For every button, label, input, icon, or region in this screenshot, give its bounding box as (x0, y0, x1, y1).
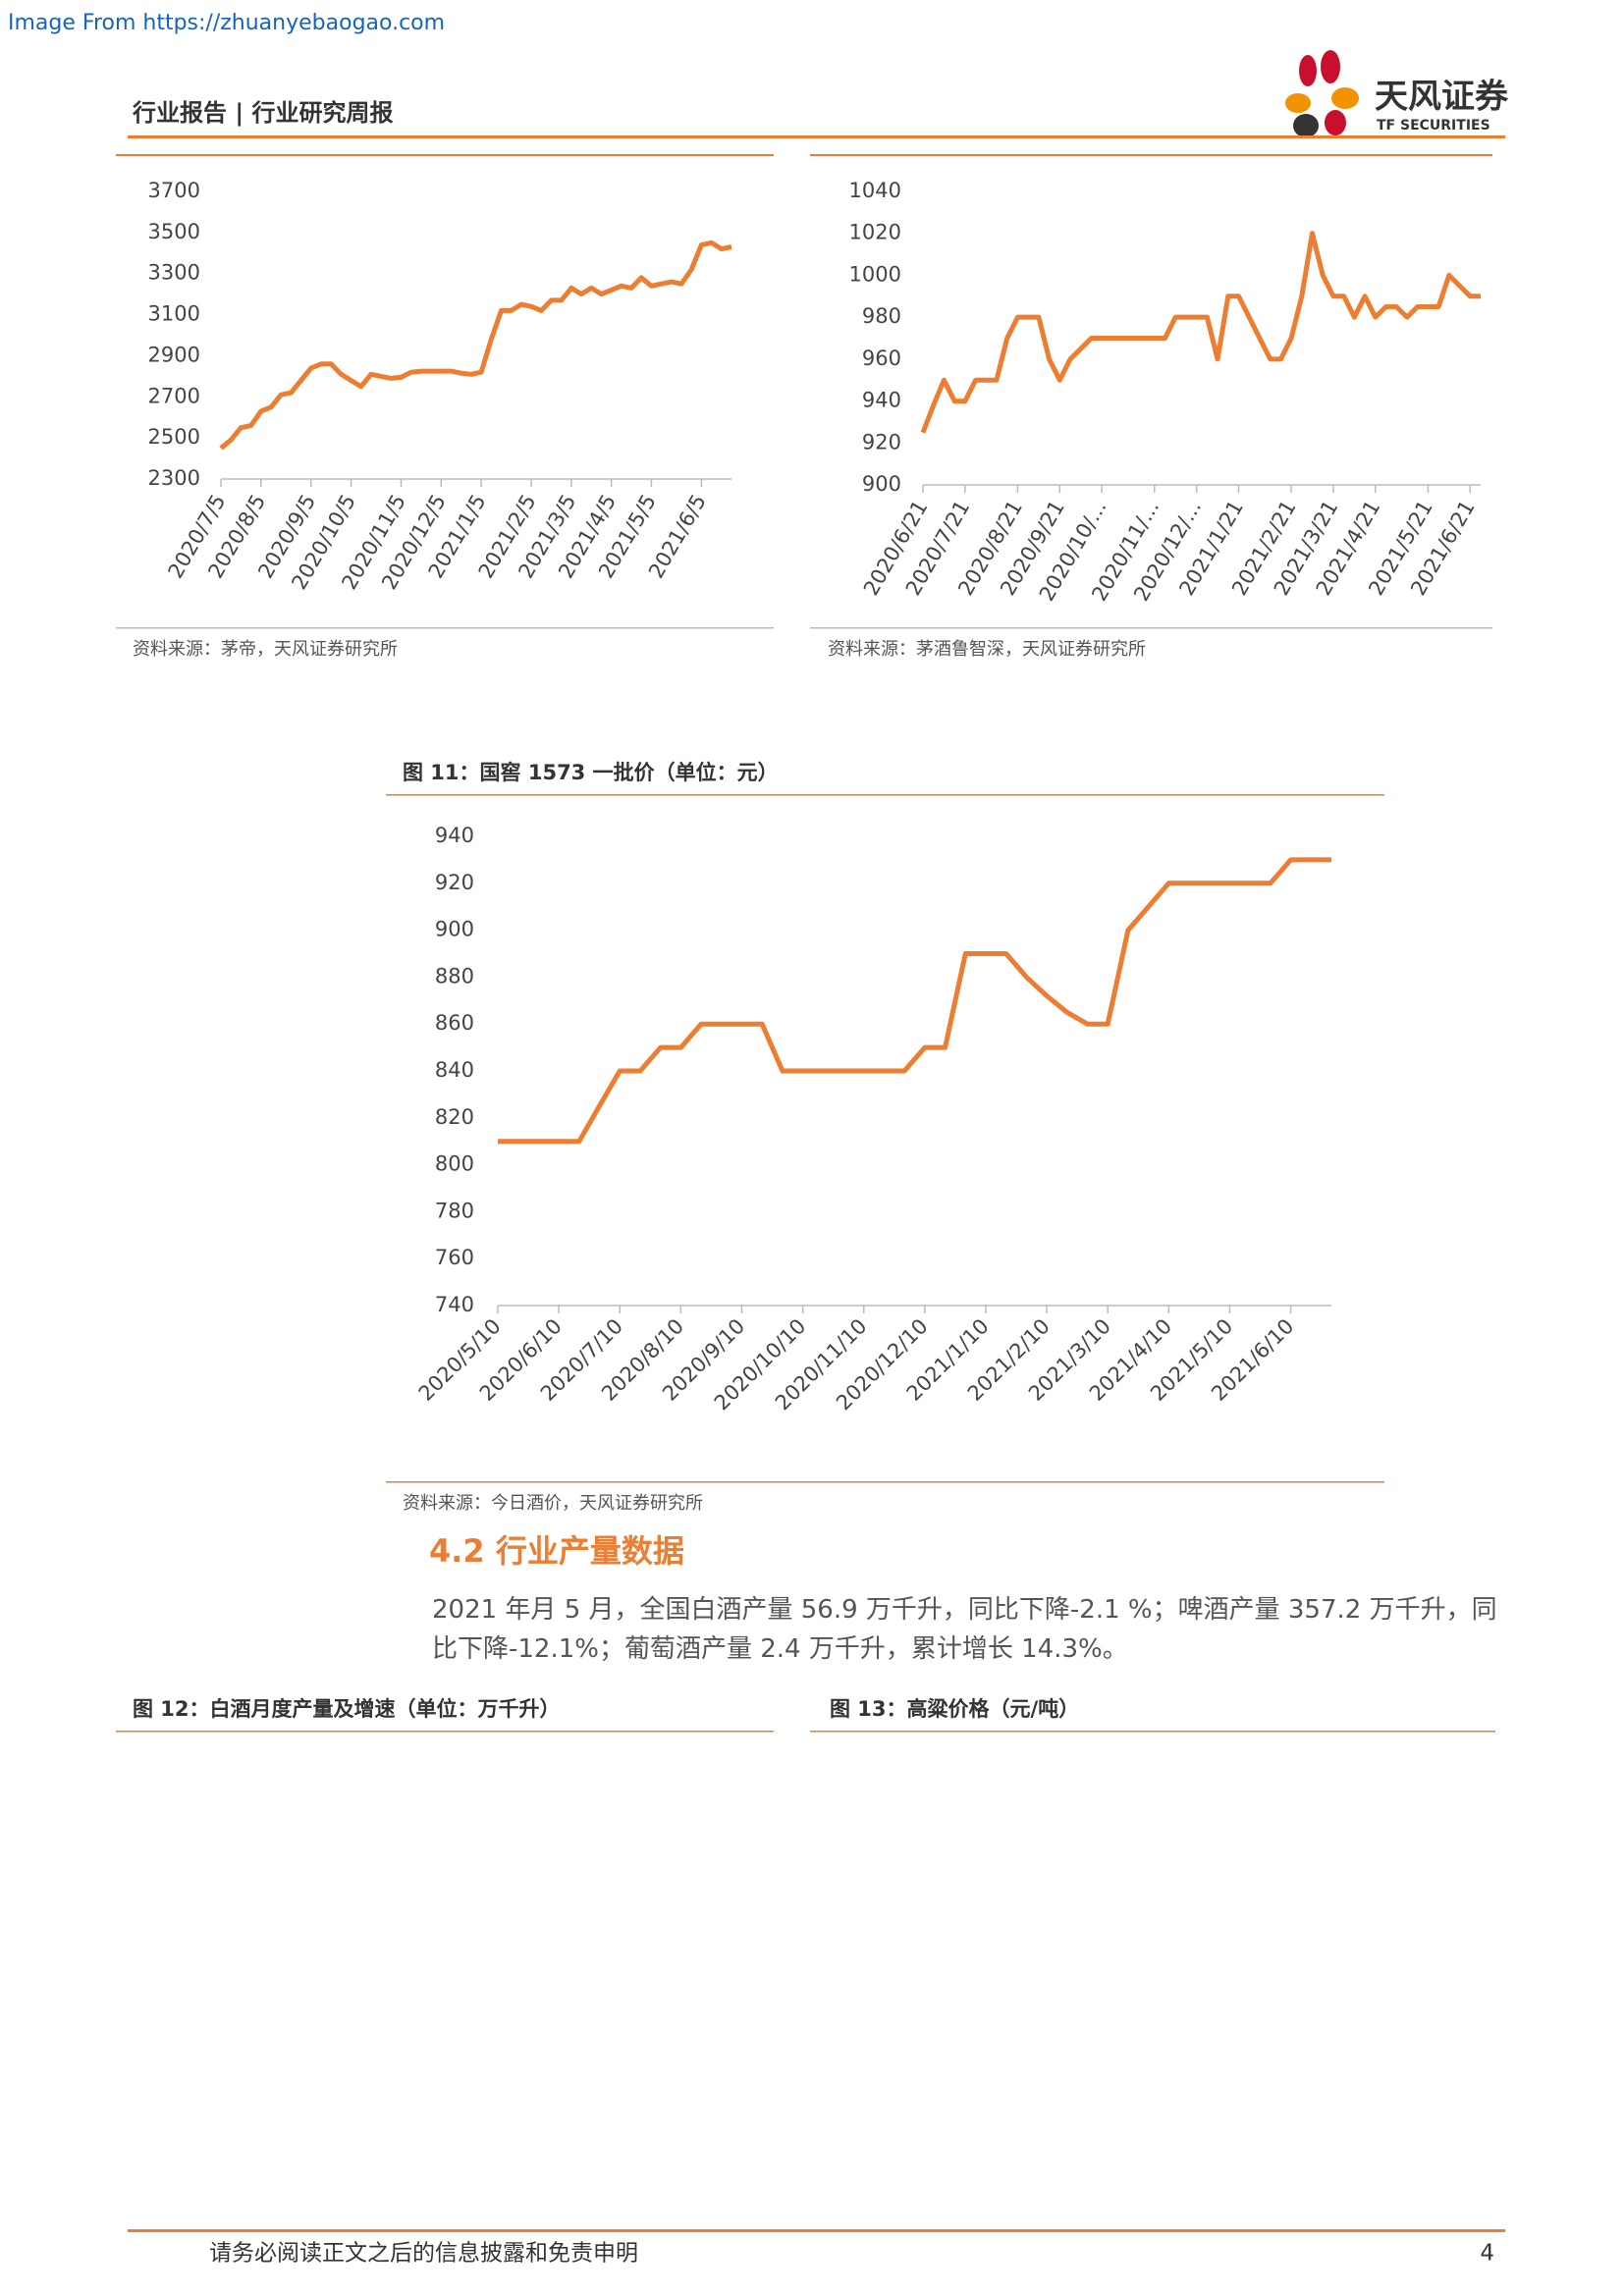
logo-petal (1285, 93, 1311, 113)
logo-name: 天风证券 (1375, 78, 1509, 117)
y-tick-label: 1000 (849, 262, 901, 286)
y-tick-label: 900 (435, 918, 474, 941)
y-tick-label: 920 (862, 430, 901, 454)
y-tick-label: 2900 (148, 343, 200, 366)
panel-rule (810, 154, 1492, 156)
y-tick-label: 2700 (148, 384, 200, 407)
logo-subtitle: TF SECURITIES (1377, 118, 1490, 133)
logo-petal (1299, 55, 1317, 86)
y-tick-label: 900 (862, 472, 901, 496)
y-tick-label: 740 (435, 1293, 474, 1316)
figure-title: 图 11：国窖 1573 一批价（单位：元） (403, 761, 779, 784)
y-tick-label: 3700 (148, 179, 200, 202)
logo-petal (1331, 87, 1359, 109)
section-heading: 4.2 行业产量数据 (429, 1532, 684, 1570)
footer-rule (128, 2229, 1505, 2232)
logo-petal (1325, 110, 1346, 135)
panel-rule (116, 154, 774, 156)
panel-rule (116, 627, 774, 629)
logo (1285, 50, 1359, 137)
y-tick-label: 980 (862, 304, 901, 328)
header-rule (128, 135, 1505, 138)
panel-rule (810, 627, 1492, 629)
panel-rule (810, 1731, 1495, 1733)
line-series (498, 857, 1331, 1145)
line-series (920, 231, 1481, 434)
source: 资料来源：今日酒价，天风证券研究所 (403, 1493, 703, 1514)
y-tick-label: 860 (435, 1011, 474, 1035)
figure-title: 图 12：白酒月度产量及增速（单位：万千升） (133, 1697, 561, 1721)
watermark: Image From https://zhuanyebaogao.com (8, 11, 445, 35)
panel-rule (116, 1731, 774, 1733)
panel-rule (386, 794, 1384, 796)
y-tick-label: 840 (435, 1058, 474, 1082)
line-series (219, 240, 732, 451)
y-tick-label: 3500 (148, 220, 200, 243)
y-tick-label: 960 (862, 347, 901, 370)
panel-rule (386, 1481, 1384, 1483)
header-title: 行业报告 | 行业研究周报 (132, 99, 393, 127)
source: 资料来源：茅帝，天风证券研究所 (133, 639, 398, 660)
y-tick-label: 820 (435, 1105, 474, 1129)
y-tick-label: 780 (435, 1199, 474, 1222)
source: 资料来源：茅酒鲁智深，天风证券研究所 (828, 639, 1146, 660)
y-tick-label: 920 (435, 871, 474, 894)
y-tick-label: 1020 (849, 221, 901, 244)
y-tick-label: 760 (435, 1246, 474, 1269)
logo-petal (1293, 114, 1319, 137)
paragraph: 2021 年月 5 月，全国白酒产量 56.9 万千升，同比下降-2.1 %；啤… (432, 1595, 1497, 1664)
y-tick-label: 3300 (148, 261, 200, 285)
footer-disclaimer: 请务必阅读正文之后的信息披露和免责申明 (209, 2241, 638, 2267)
page-number: 4 (1480, 2241, 1494, 2267)
y-tick-label: 3100 (148, 302, 200, 326)
logo-petal (1321, 50, 1340, 83)
y-tick-label: 800 (435, 1152, 474, 1176)
y-tick-label: 2300 (148, 466, 200, 490)
y-tick-label: 2500 (148, 425, 200, 449)
y-tick-label: 940 (862, 389, 901, 412)
y-tick-label: 880 (435, 964, 474, 988)
figure-title: 图 13：高粱价格（元/吨） (830, 1697, 1079, 1721)
y-tick-label: 1040 (849, 179, 901, 202)
y-tick-label: 940 (435, 824, 474, 847)
